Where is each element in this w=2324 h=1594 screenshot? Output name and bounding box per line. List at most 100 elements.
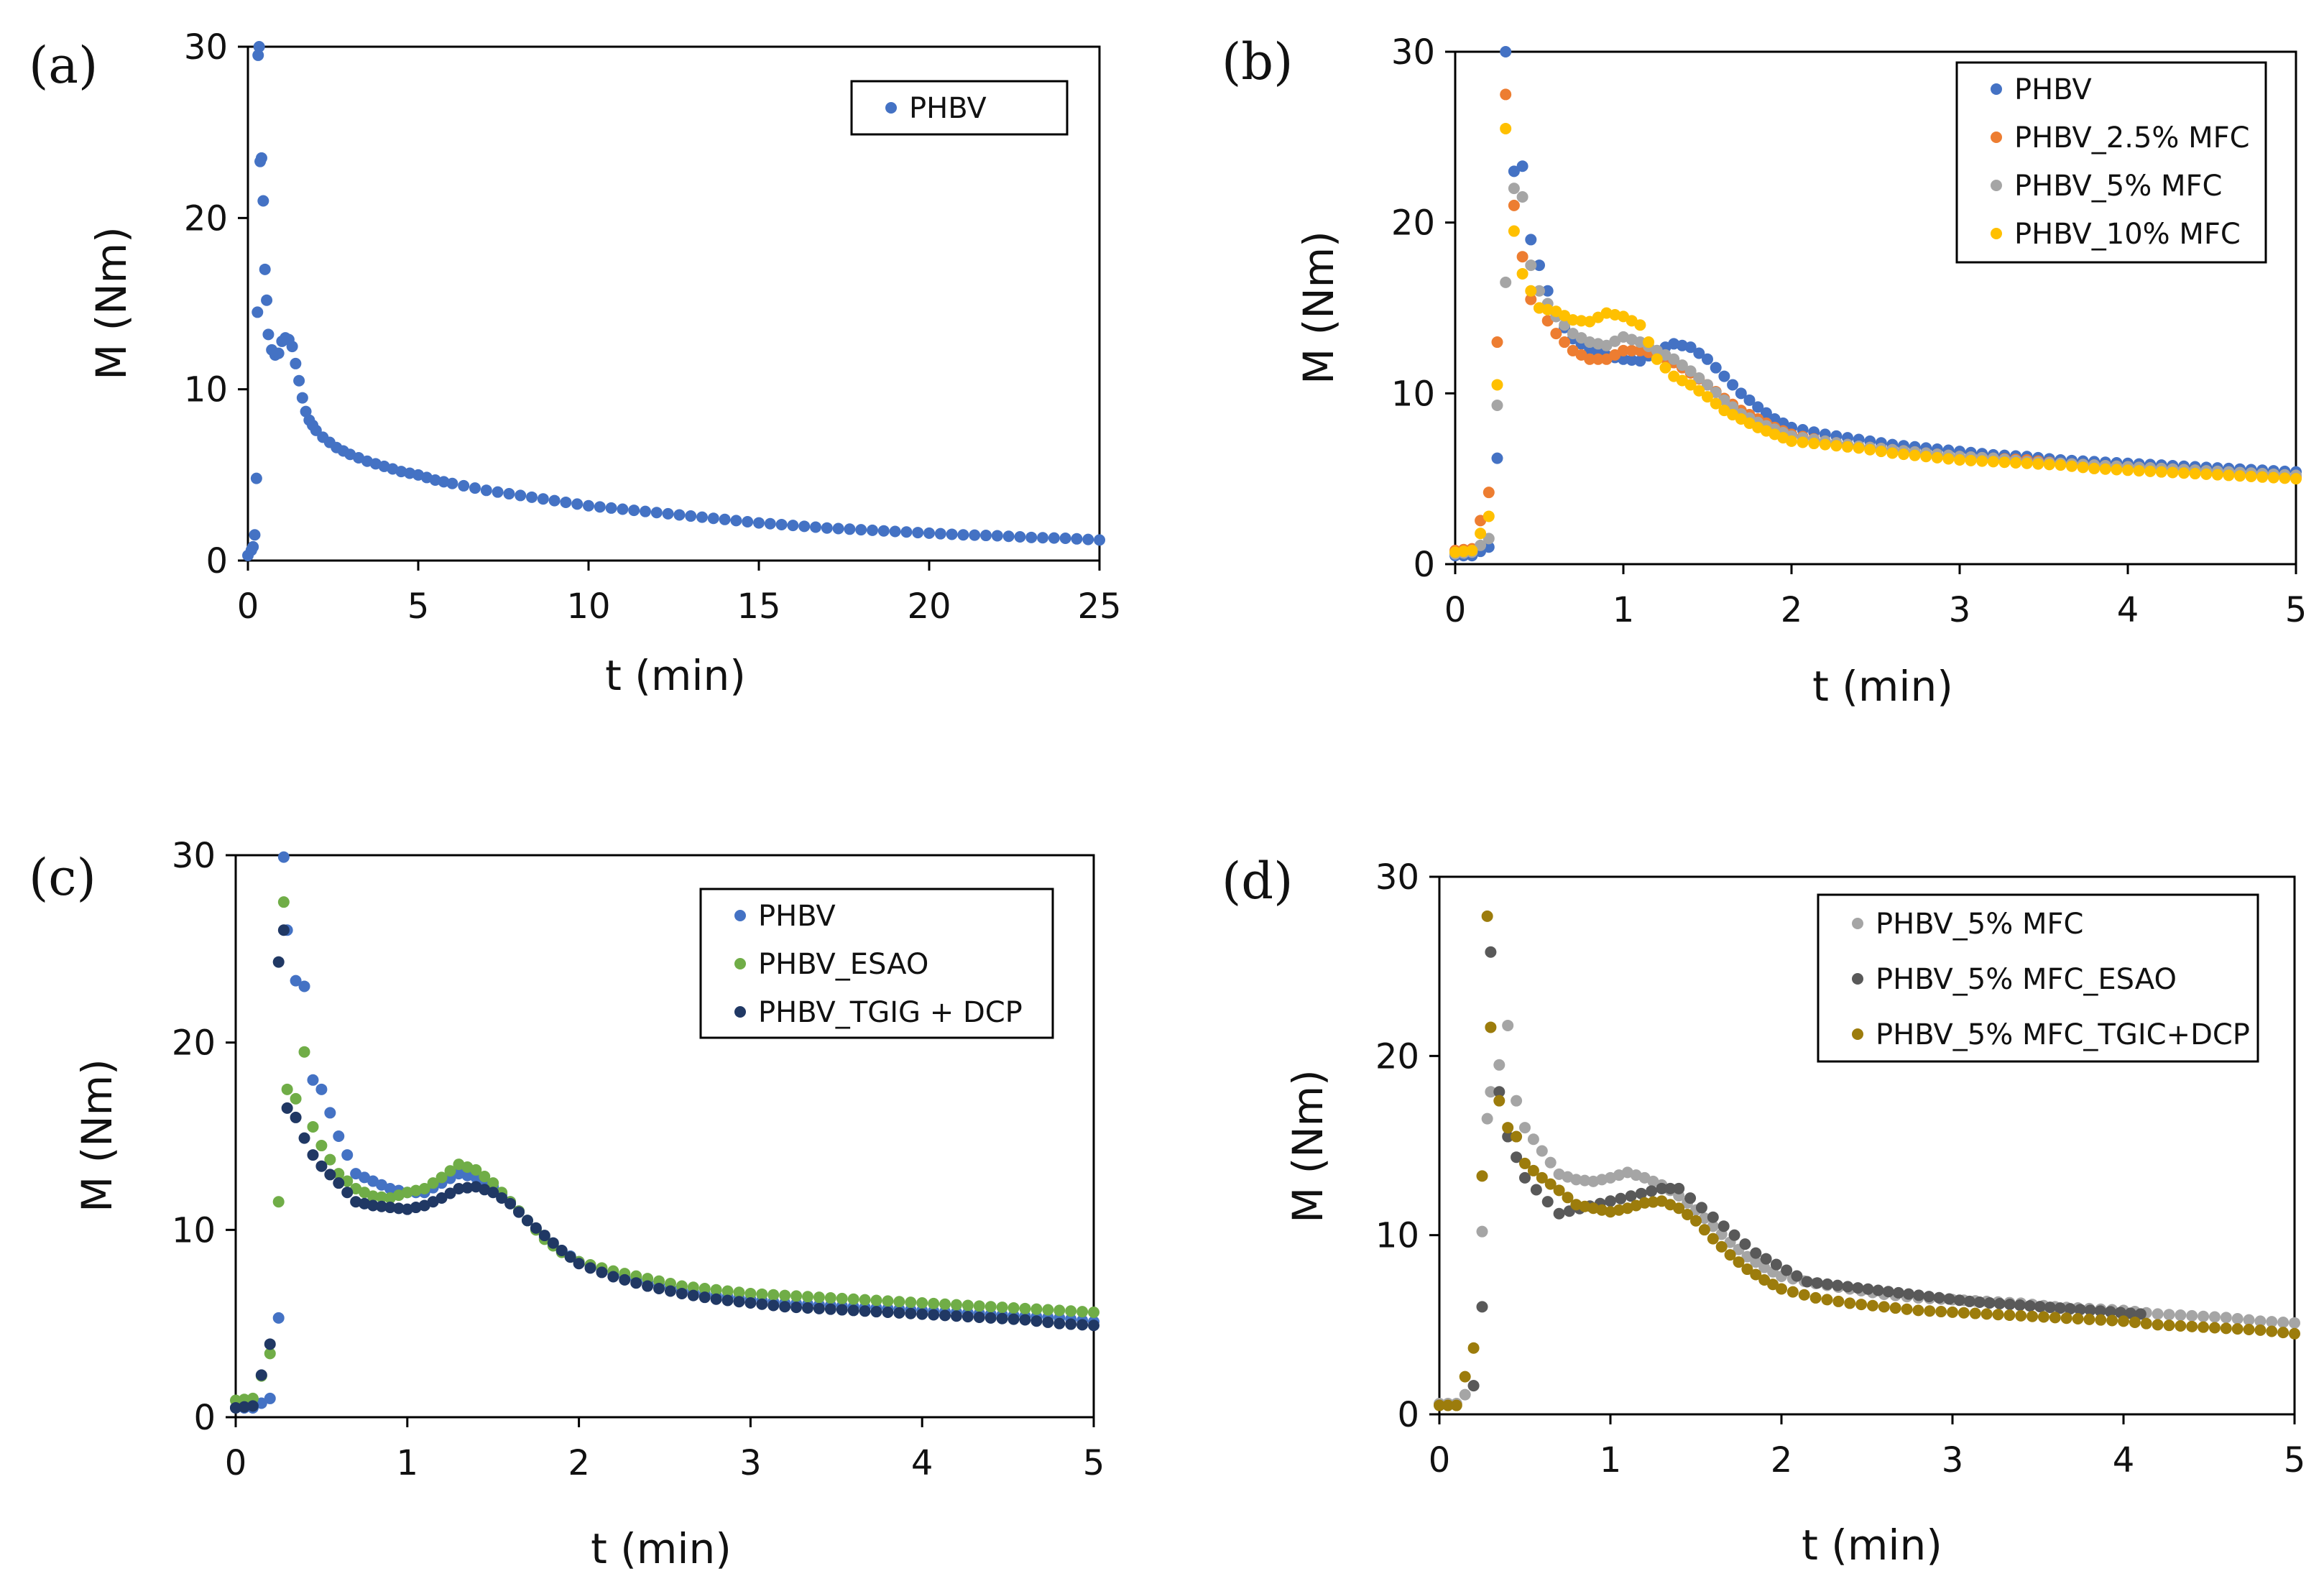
data-point <box>832 522 844 535</box>
data-point <box>2243 1314 2255 1326</box>
data-point <box>1963 1295 1975 1307</box>
data-point <box>341 1149 354 1161</box>
data-point <box>1553 1207 1565 1220</box>
data-point <box>1082 533 1094 545</box>
data-point <box>594 501 606 513</box>
data-point <box>277 851 290 863</box>
data-point <box>2074 1304 2086 1316</box>
data-point <box>1718 370 1730 382</box>
data-point <box>687 1281 699 1294</box>
data-point <box>1969 1307 1981 1319</box>
data-point <box>2163 1319 2175 1332</box>
data-point <box>1878 1301 1890 1313</box>
data-point <box>733 1296 745 1308</box>
data-point <box>1459 1370 1471 1383</box>
data-point <box>584 1262 596 1274</box>
data-point <box>1659 361 1671 374</box>
data-point <box>2256 471 2269 483</box>
data-point <box>384 1202 396 1214</box>
data-point <box>2111 464 2123 476</box>
data-point <box>1798 1289 1810 1301</box>
data-point <box>1508 165 1520 178</box>
data-point <box>350 1182 362 1194</box>
data-point <box>775 518 788 530</box>
data-point <box>912 527 924 539</box>
data-point <box>882 1295 894 1307</box>
data-point <box>605 502 617 514</box>
data-point <box>1525 293 1537 305</box>
data-point <box>418 1199 430 1212</box>
data-point <box>2064 1303 2076 1315</box>
data-point <box>1750 1256 1762 1268</box>
data-point <box>813 1291 825 1304</box>
data-point <box>2231 1323 2244 1335</box>
panel-label: (c) <box>29 848 96 907</box>
data-point <box>923 527 935 539</box>
legend: PHBV PHBV_2.5% MFC PHBV_5% MFC PHBV_10% MFC <box>1955 61 2267 264</box>
data-point <box>1536 1171 1548 1184</box>
y-tick-label: 30 <box>184 27 228 68</box>
x-axis-title: t (min) <box>591 1524 732 1573</box>
data-point <box>1450 1399 1462 1411</box>
data-point <box>1483 533 1495 545</box>
data-point <box>1750 1268 1762 1281</box>
data-point <box>548 494 561 507</box>
data-point <box>790 1302 803 1314</box>
chart-panel-3: 0 1 2 3 4 5 0 10 20 30 t (min) M (Nm) (c) PHBV PHBV_ES… <box>29 836 1105 1573</box>
data-point <box>1664 1182 1677 1194</box>
data-point <box>640 505 651 517</box>
data-point <box>2189 468 2201 480</box>
y-tick-label: 20 <box>172 1023 216 1064</box>
data-point <box>662 507 674 520</box>
chart-panel-1: 0 5 10 15 20 25 0 10 20 30 t (min) M (Nm) (a) PHBV <box>29 27 1122 700</box>
data-point <box>2289 1327 2300 1340</box>
data-point <box>1693 372 1705 384</box>
data-point <box>889 525 901 538</box>
data-point <box>1534 259 1545 272</box>
data-point <box>1434 1399 1445 1411</box>
data-point <box>2208 1322 2221 1334</box>
y-tick-label: 0 <box>1397 1395 1419 1435</box>
data-point <box>2175 1309 2187 1322</box>
data-point <box>2010 456 2021 469</box>
data-point <box>2266 1316 2278 1328</box>
legend-entry-label: PHBV_5% MFC <box>2014 170 2222 203</box>
panel-label: (b) <box>1222 32 1293 91</box>
data-point <box>696 511 708 523</box>
data-point <box>1981 1308 1993 1320</box>
data-point <box>939 1309 951 1322</box>
data-point <box>453 1182 465 1194</box>
data-point <box>2245 470 2257 482</box>
data-point <box>1767 1279 1779 1291</box>
data-point <box>1862 1283 1874 1295</box>
data-point <box>392 1189 405 1202</box>
data-point <box>1527 1133 1539 1146</box>
data-point <box>1998 456 2011 469</box>
data-point <box>973 1311 985 1323</box>
data-point <box>2208 1311 2221 1323</box>
data-point <box>847 1293 859 1305</box>
data-point <box>2088 462 2101 474</box>
data-point <box>359 1197 371 1210</box>
data-point <box>836 1304 848 1316</box>
data-point <box>630 1277 642 1289</box>
legend-entry-label: PHBV <box>758 900 836 933</box>
data-point <box>1635 1187 1647 1199</box>
legend-entry-label: PHBV_5% MFC_TGIC+DCP <box>1876 1018 2250 1051</box>
data-point <box>905 1296 917 1309</box>
data-point <box>2134 1308 2147 1320</box>
legend-marker <box>734 910 746 921</box>
series-3-points <box>1434 910 2300 1411</box>
data-point <box>844 523 856 535</box>
data-point <box>1842 1281 1854 1293</box>
data-point <box>710 1284 722 1296</box>
data-point <box>813 1302 825 1314</box>
legend-marker <box>1991 132 2002 143</box>
data-point <box>298 1132 310 1144</box>
data-point <box>790 1290 803 1302</box>
data-point <box>1727 379 1739 391</box>
data-point <box>1647 1175 1659 1187</box>
data-point <box>293 374 305 387</box>
data-point <box>1913 1289 1925 1302</box>
data-point <box>870 1306 882 1318</box>
